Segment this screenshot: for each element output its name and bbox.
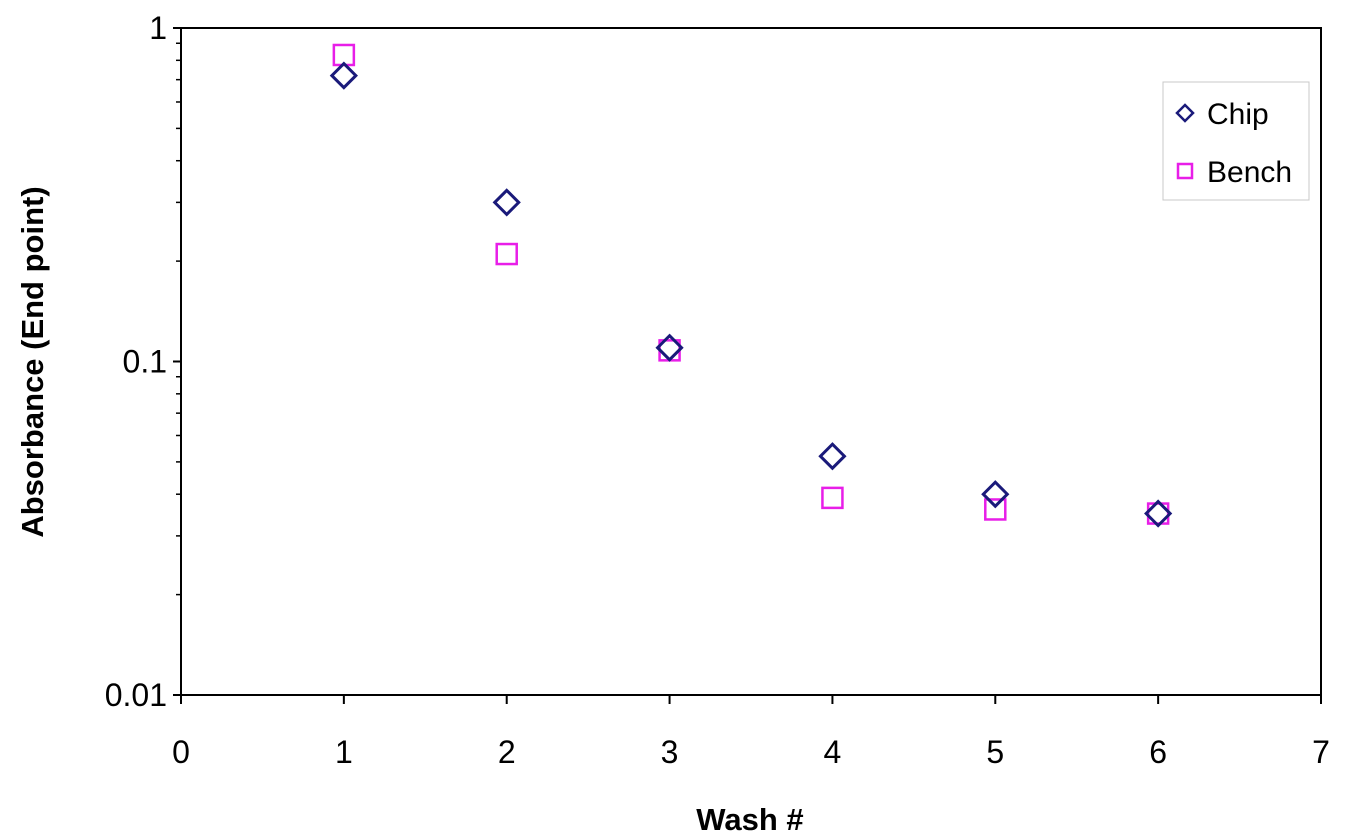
- y-axis-title: Absorbance (End point): [15, 186, 50, 537]
- chip-point: [492, 188, 521, 217]
- x-axis-tick-labels: 0 1 2 3 4 5 6 7: [172, 734, 1330, 770]
- chip-point: [1144, 499, 1173, 528]
- x-tick-label: 4: [824, 734, 842, 770]
- bench-point: [984, 498, 1007, 521]
- x-tick-label: 1: [335, 734, 353, 770]
- x-tick-label: 5: [986, 734, 1004, 770]
- y-tick-label: 0.1: [123, 344, 167, 380]
- bench-point: [821, 486, 844, 510]
- chip-point: [655, 333, 684, 362]
- legend-bench-marker: [1176, 162, 1194, 180]
- axis-ticks: [173, 27, 1322, 704]
- legend-box: [1162, 81, 1310, 201]
- legend-bench-label: Bench: [1207, 156, 1292, 189]
- x-tick-label: 7: [1312, 734, 1330, 770]
- x-axis-title: Wash #: [696, 802, 803, 837]
- chip-point: [329, 61, 358, 90]
- y-tick-label: 1: [149, 10, 167, 46]
- y-tick-label: 0.01: [105, 677, 167, 713]
- legend-chip-label: Chip: [1207, 98, 1269, 131]
- bench-point: [495, 242, 518, 266]
- y-axis-tick-labels: 0.01 0.1 1: [105, 10, 167, 713]
- x-tick-label: 6: [1149, 734, 1167, 770]
- chip-point: [818, 442, 847, 471]
- legend-chip-marker: [1175, 103, 1195, 123]
- plot-area-frame: [180, 27, 1322, 696]
- legend: Chip Bench: [1162, 81, 1310, 201]
- x-tick-label: 3: [661, 734, 679, 770]
- data-markers: [329, 43, 1173, 528]
- x-tick-label: 0: [172, 734, 190, 770]
- x-tick-label: 2: [498, 734, 516, 770]
- chip-point: [981, 480, 1010, 509]
